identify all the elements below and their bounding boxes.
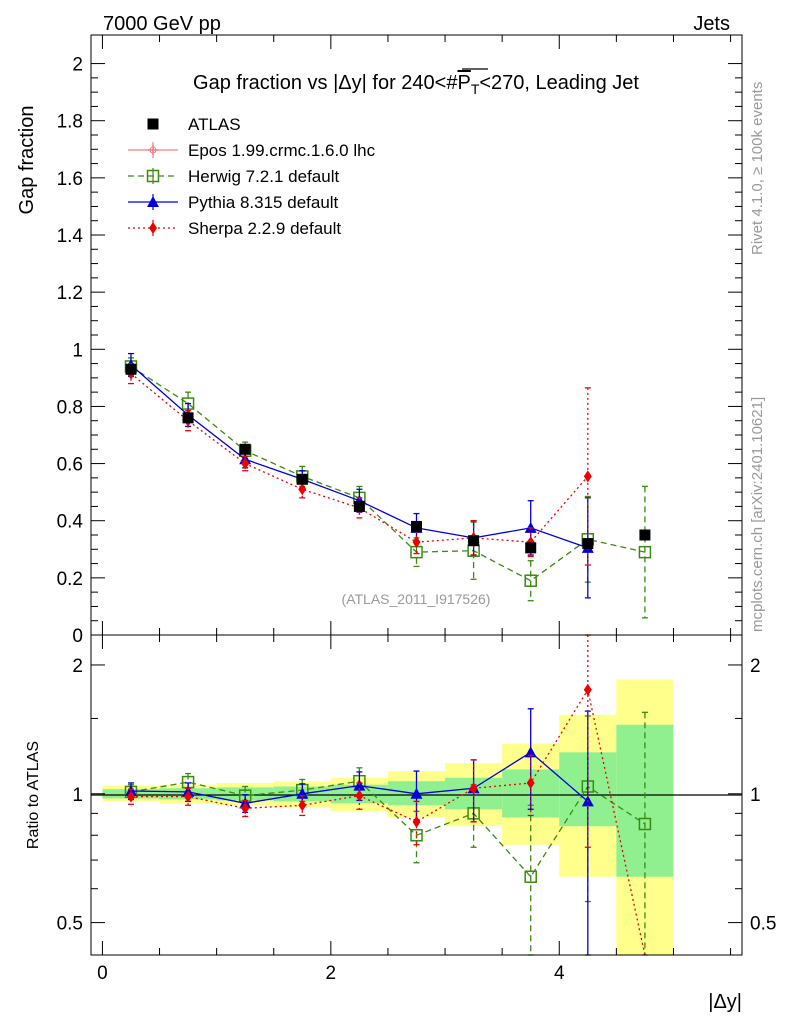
plot-title: Gap fraction vs |Δy| for 240<#PT<270, Le… (193, 72, 639, 97)
data-point (526, 776, 535, 789)
ratio-plot-frame (90, 634, 743, 956)
main-y-axis-label: Gap fraction (16, 106, 38, 215)
ratio-y-tick-label-right: 0.5 (750, 914, 776, 935)
data-point (524, 574, 537, 587)
legend-label: Herwig 7.2.1 default (188, 167, 339, 186)
title-pt-symbol: P (457, 72, 470, 94)
main-y-axis: 0 0.2 0.4 0.6 0.8 1 1.2 1.4 1.6 1.8 2 (57, 55, 742, 647)
main-y-tick-label: 1.2 (57, 283, 83, 304)
x-axis-label: |Δy| (708, 991, 742, 1013)
legend-label: Sherpa 2.2.9 default (188, 219, 341, 238)
data-point (469, 782, 478, 795)
atlas-data-point (239, 443, 251, 455)
data-point (353, 779, 366, 791)
rivet-version-label: Rivet 4.1.0, ≥ 100k events (749, 82, 766, 255)
mcplots-label: mcplots.cern.ch [arXiv:2401.10621] (749, 397, 766, 632)
legend: ATLAS Epos 1.99.crmc.1.6.0 lhc Herwig 7.2.… (128, 115, 376, 238)
x-tick-label: 0 (97, 963, 108, 984)
main-y-tick-label: 1.6 (57, 169, 83, 190)
main-series-layer (124, 352, 652, 619)
series-line (130, 364, 589, 549)
ratio-x-axis: 0 2 4 (97, 635, 732, 984)
main-series-herwig (124, 357, 652, 619)
atlas-data-point (411, 520, 422, 532)
data-point (241, 457, 250, 470)
atlas-data-point (639, 529, 651, 541)
legend-label: Pythia 8.315 default (188, 193, 339, 212)
legend-entry: Sherpa 2.2.9 default (128, 219, 341, 238)
ratio-band-inner (616, 724, 674, 877)
main-y-tick-label: 0.6 (57, 455, 83, 476)
ratio-plot: 0.5 0.5 1 1 2 2 0 2 4 Ratio to ATLAS |Δy| (25, 634, 777, 1013)
series-line (130, 373, 589, 543)
process-label: Jets (693, 13, 730, 35)
main-y-tick-label: 1.4 (57, 226, 84, 247)
main-y-tick-label: 2 (72, 55, 83, 76)
main-y-tick-label: 1.8 (57, 112, 83, 133)
atlas-data-point (468, 535, 480, 547)
data-point (126, 790, 135, 803)
data-point (524, 870, 537, 883)
legend-marker (147, 196, 159, 207)
atlas-data-layer (125, 363, 651, 554)
atlas-data-point (125, 363, 137, 375)
main-y-tick-label: 0.2 (57, 569, 83, 590)
series-line (130, 365, 646, 582)
legend-marker (146, 169, 160, 183)
data-point (241, 802, 250, 815)
ratio-y-axis: 0.5 0.5 1 1 2 2 (57, 656, 777, 935)
analysis-watermark: (ATLAS_2011_I917526) (342, 591, 491, 607)
legend-entry: ATLAS (147, 115, 241, 134)
data-point (638, 545, 652, 559)
main-series-sherpa (126, 362, 592, 566)
ratio-y-tick-label-left: 2 (72, 656, 83, 677)
main-series-pythia (124, 352, 594, 599)
ratio-series-sherpa (126, 634, 646, 956)
legend-marker-ring (149, 146, 157, 154)
ratio-y-tick-label-right: 2 (750, 656, 761, 677)
ratio-y-tick-label-left: 1 (72, 785, 83, 806)
legend-entry: Epos 1.99.crmc.1.6.0 lhc (128, 141, 376, 160)
data-point (355, 789, 364, 802)
data-point (412, 536, 421, 549)
atlas-data-point (353, 500, 365, 512)
ratio-series-layer (124, 634, 652, 956)
data-point (638, 817, 652, 831)
legend-entry: Herwig 7.2.1 default (128, 167, 339, 186)
ratio-band-inner (216, 787, 274, 801)
data-point (412, 815, 421, 828)
data-point (298, 799, 307, 812)
main-y-tick-label: 0 (72, 626, 83, 647)
atlas-data-point (182, 412, 194, 424)
legend-label: ATLAS (188, 115, 241, 134)
main-y-tick-label: 0.4 (57, 512, 84, 533)
atlas-data-point (525, 542, 537, 554)
x-tick-label: 4 (554, 963, 565, 984)
main-plot: 0 0.2 0.4 0.6 0.8 1 1.2 1.4 1.6 1.8 2 Gap fraction… (16, 34, 743, 647)
data-point (583, 470, 592, 483)
data-point (524, 746, 537, 758)
atlas-data-point (296, 473, 308, 485)
x-tick-label: 2 (326, 963, 337, 984)
ratio-y-tick-label-right: 1 (750, 785, 761, 806)
series-line (131, 688, 646, 956)
main-y-tick-label: 1 (72, 340, 83, 361)
data-point (583, 683, 592, 696)
legend-marker (149, 222, 157, 234)
legend-marker (147, 118, 159, 130)
energy-label: 7000 GeV pp (103, 13, 221, 35)
ratio-y-axis-label: Ratio to ATLAS (25, 741, 42, 849)
main-x-axis (101, 35, 732, 635)
legend-label: Epos 1.99.crmc.1.6.0 lhc (188, 141, 376, 160)
data-point (298, 483, 307, 496)
atlas-data-point (582, 538, 594, 550)
ratio-y-tick-label-left: 0.5 (57, 914, 83, 935)
data-point (410, 829, 423, 842)
legend-entry: Pythia 8.315 default (128, 193, 339, 212)
main-y-tick-label: 0.8 (57, 397, 83, 418)
data-point (410, 787, 423, 799)
data-point (184, 790, 193, 803)
